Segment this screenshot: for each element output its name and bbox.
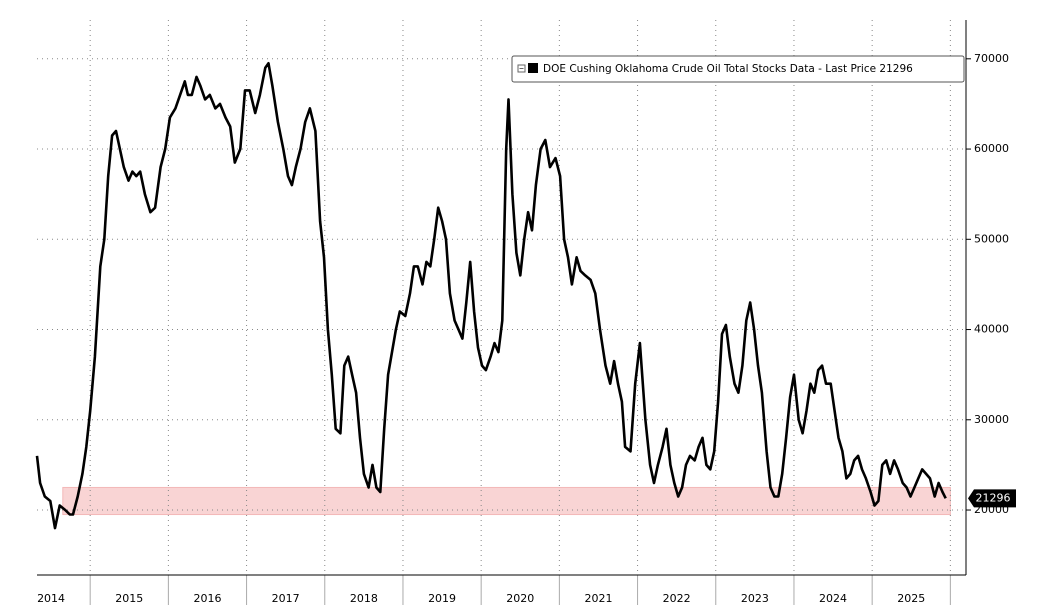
x-tick-label: 2019 [428, 592, 456, 605]
last-price-box [968, 489, 1016, 508]
legend: DOE Cushing Oklahoma Crude Oil Total Sto… [511, 55, 965, 83]
x-tick-label: 2014 [37, 592, 65, 605]
x-tick-label: 2025 [897, 592, 925, 605]
legend-label: DOE Cushing Oklahoma Crude Oil Total Sto… [543, 63, 913, 75]
x-tick-label: 2022 [663, 592, 691, 605]
last-price-label: 21296 [976, 491, 1011, 504]
x-tick-label: 2021 [584, 592, 612, 605]
x-tick-label: 2020 [506, 592, 534, 605]
legend-swatch [528, 63, 538, 73]
y-tick-label: 40000 [974, 323, 1009, 336]
x-tick-label: 2023 [741, 592, 769, 605]
y-tick-label: 60000 [974, 142, 1009, 155]
x-tick-label: 2017 [272, 592, 300, 605]
legend-box [511, 55, 965, 83]
legend-icon [517, 64, 526, 73]
x-tick-label: 2016 [193, 592, 221, 605]
y-tick-label: 30000 [974, 413, 1009, 426]
x-tick-label: 2015 [115, 592, 143, 605]
y-tick-label: 70000 [974, 52, 1009, 65]
y-tick-label: 50000 [974, 232, 1009, 245]
x-tick-label: 2024 [819, 592, 847, 605]
series-line [35, 62, 947, 530]
x-tick-label: 2018 [350, 592, 378, 605]
